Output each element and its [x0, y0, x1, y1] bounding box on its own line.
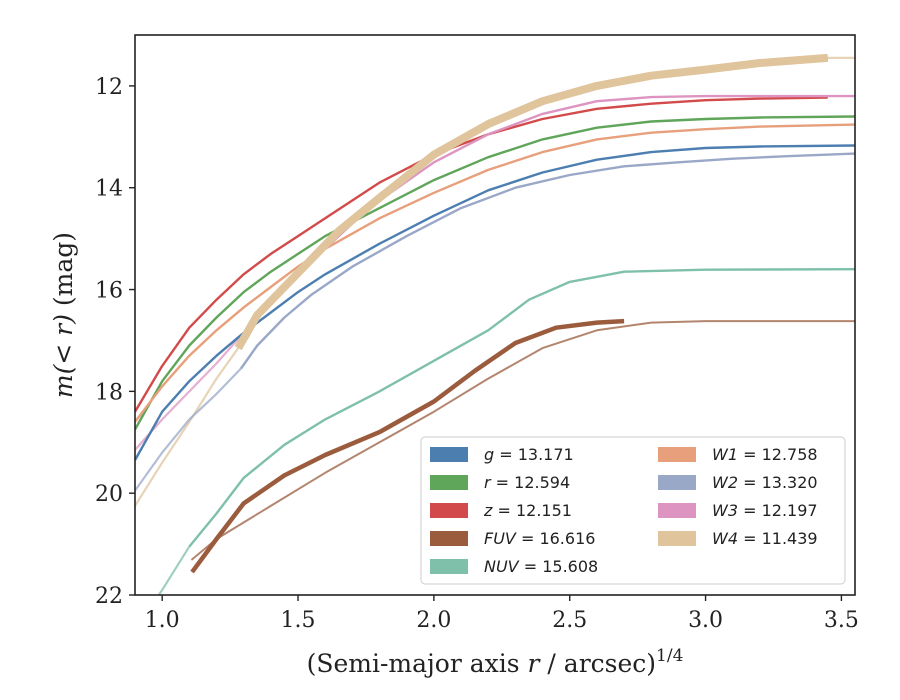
x-axis-label: (Semi-major axis r / arcsec)1/4: [307, 646, 684, 678]
plot-area: [135, 53, 855, 595]
curves: [135, 53, 855, 595]
legend-swatch-r: [430, 475, 468, 490]
legend-label-r: r = 12.594: [484, 473, 570, 492]
legend-label-fuv: FUV = 16.616: [484, 529, 595, 548]
series-line-w2: [240, 152, 855, 370]
x-tick-label: 3.5: [824, 608, 859, 633]
y-tick-label: 18: [95, 380, 123, 405]
legend: g = 13.171 r = 12.594 z = 12.151 FUV = 16.6…: [420, 436, 846, 585]
legend-label-nuv: NUV = 15.608: [484, 557, 598, 576]
legend-label-w3: W3 = 12.197: [712, 501, 818, 520]
legend-label-w4: W4 = 11.439: [712, 529, 818, 548]
y-tick-label: 22: [95, 584, 123, 609]
series-line-nuv: [188, 268, 855, 548]
legend-swatch-fuv: [430, 531, 468, 546]
legend-swatch-w4: [658, 531, 696, 546]
x-tick-label: 2.0: [416, 608, 451, 633]
x-tick-label: 1.0: [145, 608, 180, 633]
faint-curve-nuv-2: [157, 545, 191, 595]
axes: 1.0 1.5 2.0 2.5 3.0 3.5 12 14 16 18 20 22 (Semi-majo…: [49, 34, 859, 678]
series-line-fuv: [190, 318, 625, 574]
series-line-w1: [135, 123, 855, 423]
faint-curve-fuv-3: [191, 320, 855, 561]
faint-curve-w4-0: [135, 347, 240, 507]
legend-swatch-nuv: [430, 559, 468, 574]
series-line-r: [135, 115, 855, 431]
legend-swatch-w2: [658, 475, 696, 490]
y-axis-label: m(< r) (mag): [49, 232, 78, 398]
legend-label-g: g = 13.171: [484, 445, 574, 464]
series-line-w4: [234, 53, 829, 351]
legend-box: [420, 436, 846, 585]
y-tick-label: 14: [95, 177, 123, 202]
y-tick-label: 16: [95, 279, 123, 304]
faint-curve-w2-4: [135, 367, 243, 492]
y-tick-label: 20: [95, 482, 123, 507]
series-line-g: [135, 144, 855, 461]
legend-label-w2: W2 = 13.320: [712, 473, 818, 492]
legend-swatch-z: [430, 503, 468, 518]
series-line-z: [135, 96, 828, 413]
legend-swatch-w1: [658, 447, 696, 462]
legend-swatch-w3: [658, 503, 696, 518]
plot-frame: [134, 34, 856, 596]
x-tick-label: 2.5: [552, 608, 587, 633]
y-tick-label: 12: [95, 75, 123, 100]
legend-label-z: z = 12.151: [483, 501, 572, 520]
legend-label-w1: W1 = 12.758: [712, 445, 818, 464]
x-tick-label: 3.0: [688, 608, 723, 633]
x-tick-label: 1.5: [281, 608, 316, 633]
series-line-w3: [242, 94, 855, 334]
legend-swatch-g: [430, 447, 468, 462]
